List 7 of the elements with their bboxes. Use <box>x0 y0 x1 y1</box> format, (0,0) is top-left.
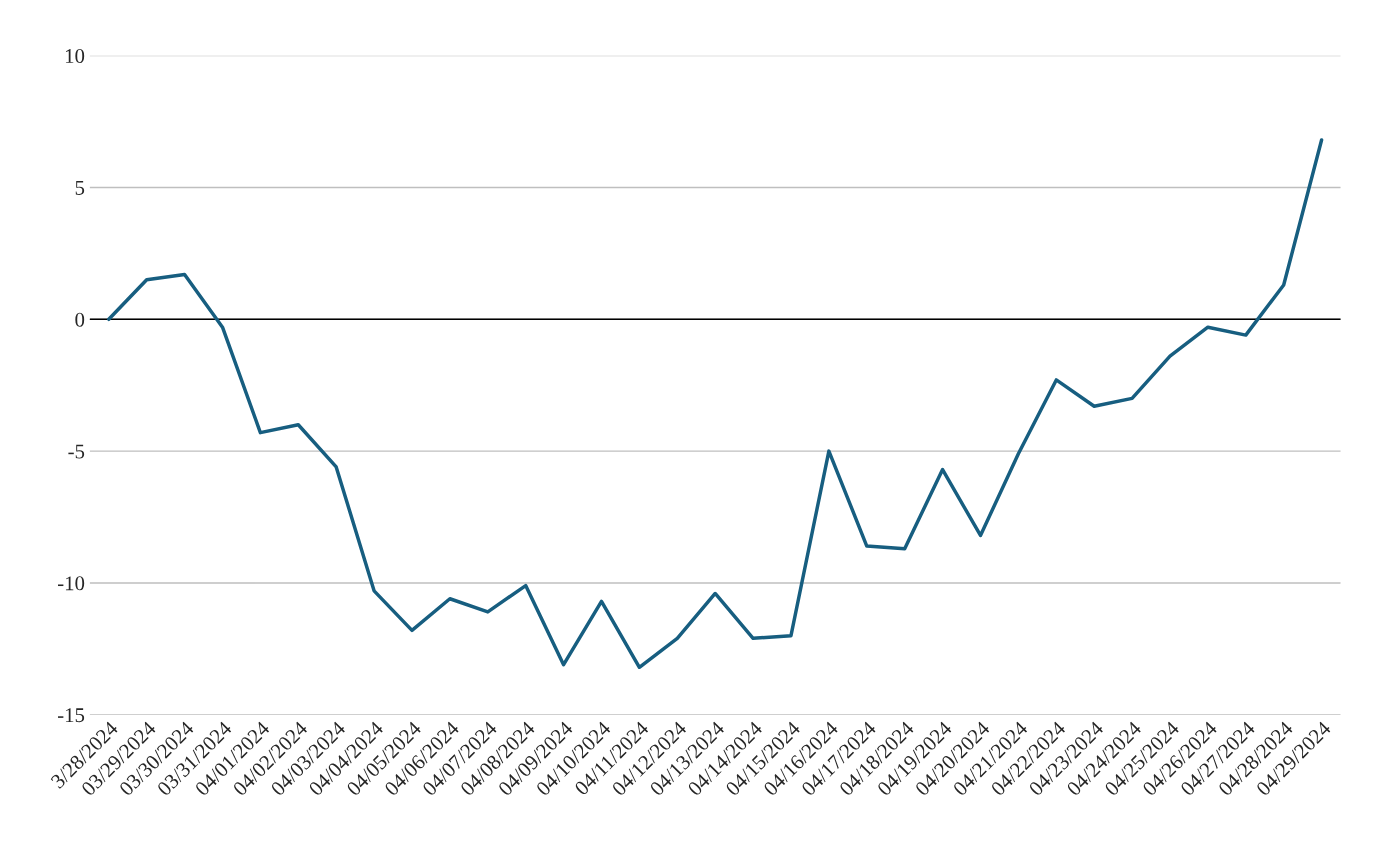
line-series <box>107 138 1324 670</box>
y-tick-label: -15 <box>57 708 85 723</box>
y-tick-label: 0 <box>75 312 85 327</box>
y-tick-label: 10 <box>65 49 85 64</box>
y-tick-label: 5 <box>75 181 85 195</box>
y-tick-label: -10 <box>57 576 85 591</box>
y-tick-label: -5 <box>68 444 85 459</box>
